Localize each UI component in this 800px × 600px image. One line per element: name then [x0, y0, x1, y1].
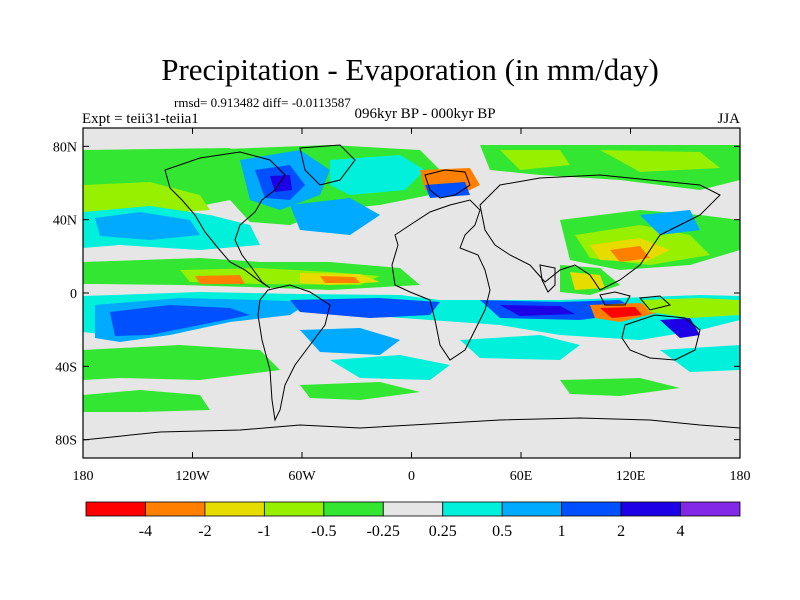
- colorbar-label: -0.25: [367, 523, 400, 540]
- colorbar-swatch: [501, 501, 563, 517]
- map-title: Precipitation - Evaporation (in mm/day): [161, 52, 659, 87]
- lat-tick-label: 40N: [53, 214, 77, 229]
- rmsd-stats: rmsd= 0.913482 diff= -0.0113587: [174, 95, 351, 110]
- colorbar-label: 1: [558, 523, 566, 540]
- colorbar-label: -0.5: [311, 523, 336, 540]
- colorbar-label: 0.25: [429, 523, 457, 540]
- colorbar-swatch: [442, 501, 503, 517]
- lon-tick-label: 180: [730, 469, 751, 484]
- colorbar-label: -1: [258, 523, 271, 540]
- colorbar-label: 0.5: [492, 523, 512, 540]
- lat-ticks: 80N 40N 0 40S 80S: [53, 140, 740, 449]
- colorbar-swatch: [263, 501, 325, 517]
- season-label: JJA: [717, 111, 740, 127]
- lat-tick-label: 40S: [55, 360, 77, 375]
- lon-ticks: 180 120W 60W 0 60E 120E 180: [73, 128, 751, 484]
- period-label: 096kyr BP - 000kyr BP: [354, 106, 496, 122]
- lon-tick-label: 60W: [288, 469, 316, 484]
- lon-tick-label: 120E: [616, 469, 646, 484]
- colorbar-swatch: [382, 501, 444, 517]
- colorbar-swatch: [561, 501, 622, 517]
- map-plot-area: [83, 128, 740, 458]
- lon-tick-label: 120W: [175, 469, 210, 484]
- experiment-label: Expt = teii31-teiia1: [82, 111, 199, 127]
- coastlines: [83, 144, 740, 441]
- colorbar-swatch: [620, 501, 681, 517]
- colorbar-swatch: [85, 501, 146, 517]
- colorbar-swatch: [680, 501, 741, 517]
- colorbar-label: -4: [139, 523, 152, 540]
- colorbar-swatch: [323, 501, 384, 517]
- colorbar-label: 4: [677, 523, 685, 540]
- lon-tick-label: 60E: [510, 469, 533, 484]
- lat-tick-label: 80N: [53, 140, 77, 155]
- colorbar: -4 -2 -1 -0.5 -0.25 0.25 0.5 1 2 4: [85, 501, 741, 540]
- lat-tick-label: 0: [70, 287, 77, 302]
- colorbar-label: 2: [617, 523, 625, 540]
- lat-tick-label: 80S: [55, 434, 77, 449]
- colorbar-swatch: [145, 501, 206, 517]
- colorbar-swatch: [204, 501, 265, 517]
- lon-tick-label: 180: [73, 469, 94, 484]
- colorbar-label: -2: [198, 523, 211, 540]
- lon-tick-label: 0: [408, 469, 415, 484]
